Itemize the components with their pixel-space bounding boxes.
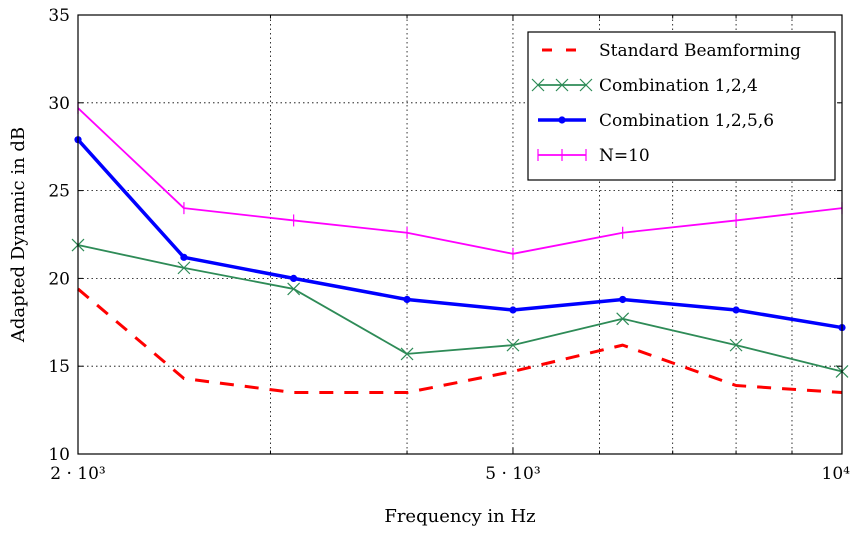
axis-ticks: 10 15 20 25 30 35 2 · 10³ 5 · 10³ 10⁴	[48, 6, 850, 484]
legend-label: Standard Beamforming	[599, 41, 801, 61]
y-tick-label: 25	[48, 182, 70, 202]
data-point-marker	[400, 347, 414, 361]
x-tick-label: 2 · 10³	[50, 464, 105, 484]
legend-label: Combination 1,2,5,6	[599, 111, 774, 131]
data-point-marker	[531, 78, 545, 92]
x-axis-label: Frequency in Hz	[384, 506, 535, 527]
series-layer	[71, 102, 849, 395]
x-tick-label: 10⁴	[822, 464, 851, 484]
y-tick-label: 20	[48, 269, 70, 289]
legend: Standard Beamforming Combination 1,2,4 Com…	[527, 31, 836, 181]
data-point-marker	[177, 261, 191, 275]
legend-entry: N=10	[537, 146, 650, 166]
series-line	[77, 107, 843, 255]
y-tick-label: 15	[48, 357, 70, 377]
y-axis-label: Adapted Dynamic in dB	[8, 127, 29, 343]
legend-label: N=10	[599, 146, 650, 166]
series-line	[77, 287, 843, 395]
data-point-marker	[403, 295, 411, 304]
data-point-marker	[732, 306, 740, 314]
y-tick-label: 30	[48, 94, 70, 114]
data-point-marker	[619, 295, 627, 304]
legend-entry: Combination 1,2,5,6	[538, 111, 774, 131]
series-line	[76, 138, 843, 330]
series-1	[77, 287, 843, 395]
y-tick-label: 35	[48, 6, 70, 26]
x-tick-label: 5 · 10³	[485, 464, 540, 484]
series-2	[71, 238, 849, 378]
data-point-marker	[558, 116, 566, 124]
data-point-marker	[290, 274, 298, 282]
legend-entry: Combination 1,2,4	[531, 76, 758, 96]
data-point-marker	[579, 78, 593, 92]
data-point-marker	[555, 78, 569, 92]
data-point-marker	[180, 253, 188, 261]
data-point-marker	[616, 312, 630, 326]
data-point-marker	[729, 338, 743, 352]
y-tick-label: 10	[48, 445, 70, 465]
legend-entry: Standard Beamforming	[542, 41, 801, 61]
data-point-marker	[287, 282, 301, 296]
data-point-marker	[509, 306, 517, 314]
series-3	[74, 136, 846, 332]
data-point-marker	[506, 338, 520, 352]
legend-label: Combination 1,2,4	[599, 76, 758, 96]
series-line	[77, 244, 843, 373]
plot-frame	[77, 14, 843, 455]
